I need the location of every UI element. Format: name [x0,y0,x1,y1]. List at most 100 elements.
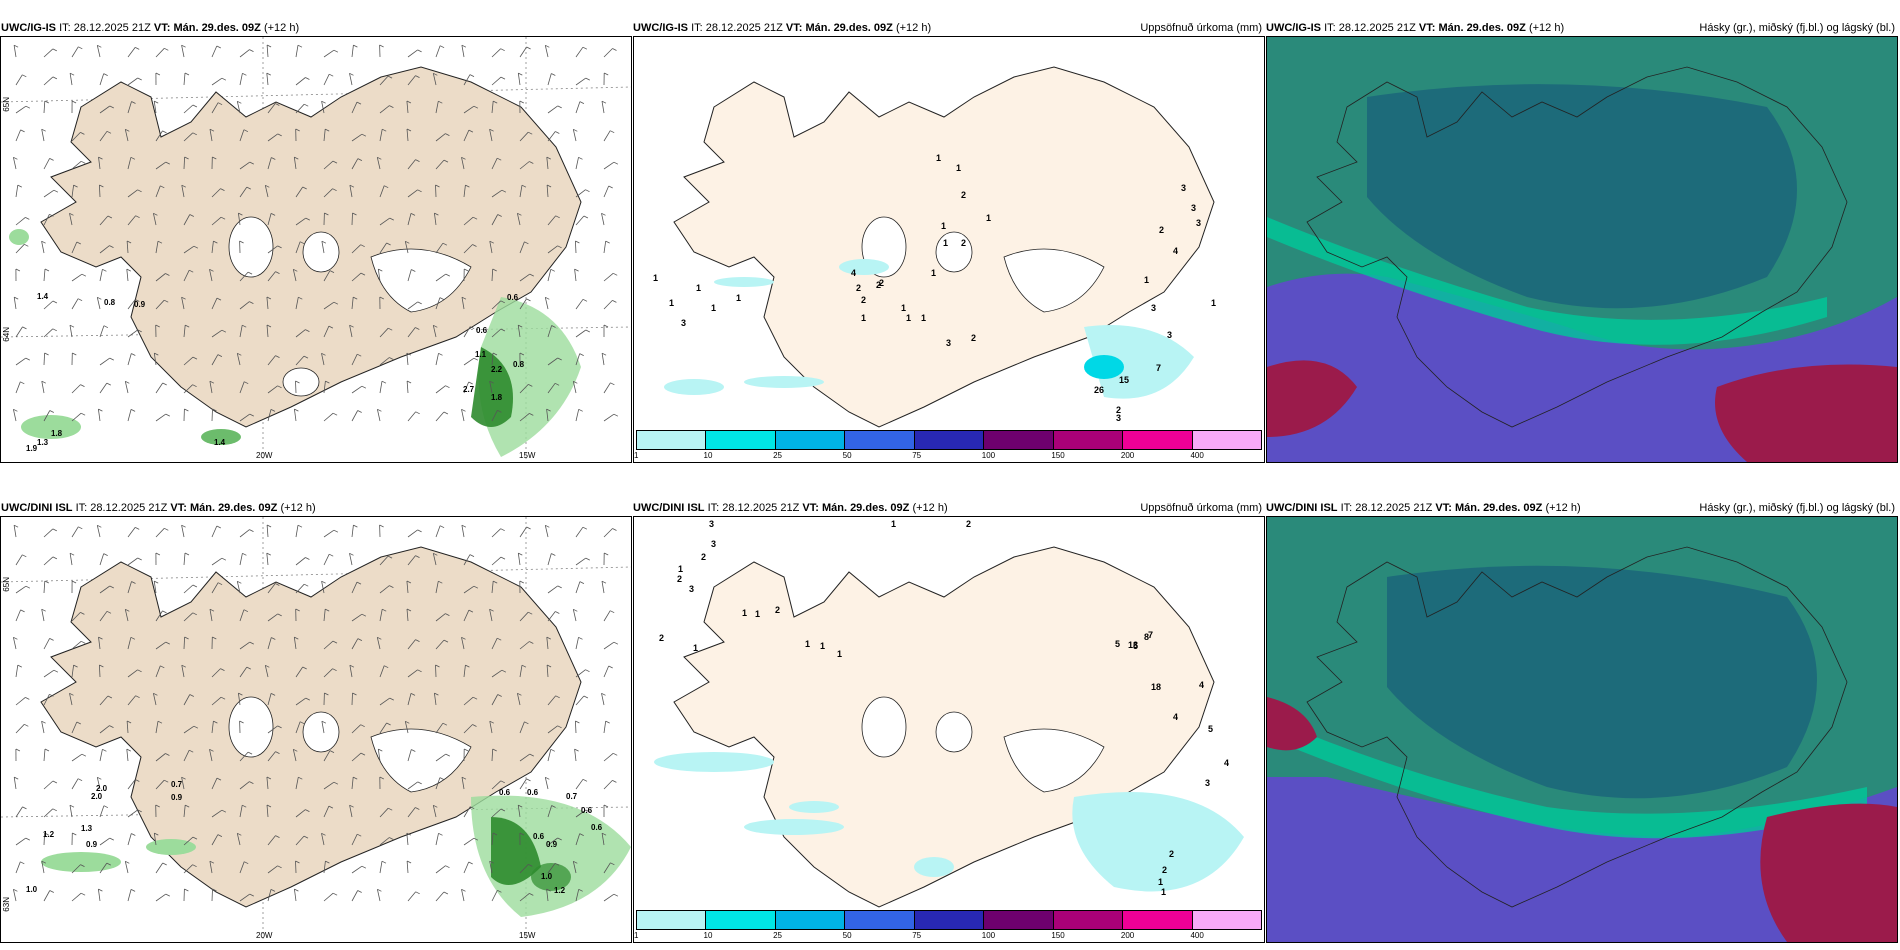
wind-barb-flag [417,301,422,305]
wind-barb [574,269,577,282]
wind-barb-flag [321,580,326,584]
wind-map[interactable]: 2.0 0.7 0.9 1.2 1.3 0.9 1.0 0.6 0.6 0.7 0.6 0.6 0.6 0… [0,516,632,943]
wind-barb-flag [357,158,363,161]
wind-barb [463,74,471,86]
value-label: 1 [693,643,698,653]
wind-barb [407,807,416,818]
wind-barb [572,609,577,622]
wind-barb [463,326,471,338]
wind-barb [267,835,276,846]
wind-barb-flag [165,273,170,276]
wind-barb-flag [80,864,85,867]
wind-barb [127,353,132,366]
wind-barb-flag [445,865,450,869]
wind-barb [236,581,241,594]
wind-barb [463,129,470,142]
wind-barb-flag [184,156,189,160]
wind-barb [41,721,45,734]
value-label: 2 [856,283,861,293]
cloud-map[interactable] [1266,516,1898,943]
wind-barb [295,329,306,338]
precip-map[interactable]: 1 1 2 1 1 2 1 1 2 4 2 2 2 1 1 1 1 1 1 1 1 1 3 3 3 3 4 2 1 1 3 26 15 7 3 2 3 2… [633,36,1265,463]
wind-barb [99,553,105,566]
wind-barb [435,664,437,678]
wind-barb [267,725,278,734]
value-label: 1 [653,273,658,283]
vt-value: Mán. 29.des. 09Z [1438,22,1526,34]
wind-barb [519,241,525,254]
value-label: 2.2 [491,365,503,374]
wind-barb-flag [275,103,280,106]
value-label: 2 [1162,865,1167,875]
precip-colorbar [636,430,1262,450]
wind-barb [547,553,552,566]
wind-barb-flag [386,242,391,246]
precip-panel-header: UWC/DINI ISL IT: 28.12.2025 21Z VT: Mán.… [633,502,948,514]
wind-barb-flag [321,720,327,724]
wind-barb [155,299,165,310]
wind-barb-flag [24,243,29,247]
wind-map[interactable]: 1.4 0.8 0.9 0.6 0.6 1.1 2.2 0.8 2.7 1.8 1.8 1.3 1.9 1… [0,36,632,463]
wind-barb [489,129,493,142]
wind-barb [183,245,195,254]
wind-barb [491,890,498,902]
wind-barb-flag [126,748,131,752]
value-label: 2 [861,295,866,305]
wind-barb [463,806,471,818]
wind-barb [379,837,390,846]
wind-barb-flag [305,217,310,221]
wind-barb-flag [526,526,531,530]
wind-barb-flag [325,608,330,612]
wind-barb-flag [238,692,243,696]
value-label: 2.7 [463,385,475,394]
wind-barb-flag [604,72,609,76]
value-label: 2.0 [96,784,108,793]
wind-barb-flag [333,781,339,785]
wind-barb [323,325,330,338]
wind-barb [407,269,412,282]
wind-barb-flag [389,357,394,360]
wind-barb [547,585,558,594]
value-label: 7 [1148,630,1153,640]
wind-barb [603,130,611,142]
wind-barb [211,525,218,538]
wind-barb [183,552,186,566]
wind-panel-header: UWC/DINI ISL IT: 28.12.2025 21Z VT: Mán.… [1,502,316,514]
wind-barb-flag [332,160,338,164]
wind-barb-flag [473,585,479,589]
wind-barb [153,213,157,226]
value-label: 1 [678,564,683,574]
wind-barb-flag [329,750,335,753]
wind-barb-flag [417,669,422,673]
wind-barb [295,557,306,566]
wind-barb-flag [44,268,50,272]
wind-barb-flag [583,215,589,219]
wind-barb [43,328,54,338]
wind-barb [461,157,465,170]
wind-barb-flag [557,105,562,109]
wind-barb-flag [573,860,578,864]
cloud-map[interactable] [1266,36,1898,463]
precip-map[interactable]: 2 1 3 3 2 1 2 3 1 2 1 1 2 1 1 1 5 7 5 13 8 18 4 4 5 4 3 2 2 1 1 1 10 25 5… [633,516,1265,943]
wind-barb [407,891,417,902]
value-label: 2 [879,278,884,288]
wind-barb-flag [76,241,81,245]
wind-barb-flag [125,608,130,612]
wind-barb-flag [557,245,562,249]
wind-barb-flag [500,780,505,784]
wind-barb [323,609,326,622]
value-label: 0.9 [86,840,98,849]
wind-barb [351,297,354,310]
wind-barb [377,409,381,422]
wind-barb [435,159,445,170]
wind-barb [155,641,167,650]
wind-barb-flag [415,555,420,558]
wind-barb [266,296,269,310]
wind-barb [183,214,191,226]
wind-barb [603,241,607,254]
wind-barbs [13,524,619,902]
wind-barb-flag [389,217,394,221]
wind-barb-flag [524,721,529,725]
wind-barb [321,353,325,366]
wind-barb-flag [41,380,46,384]
